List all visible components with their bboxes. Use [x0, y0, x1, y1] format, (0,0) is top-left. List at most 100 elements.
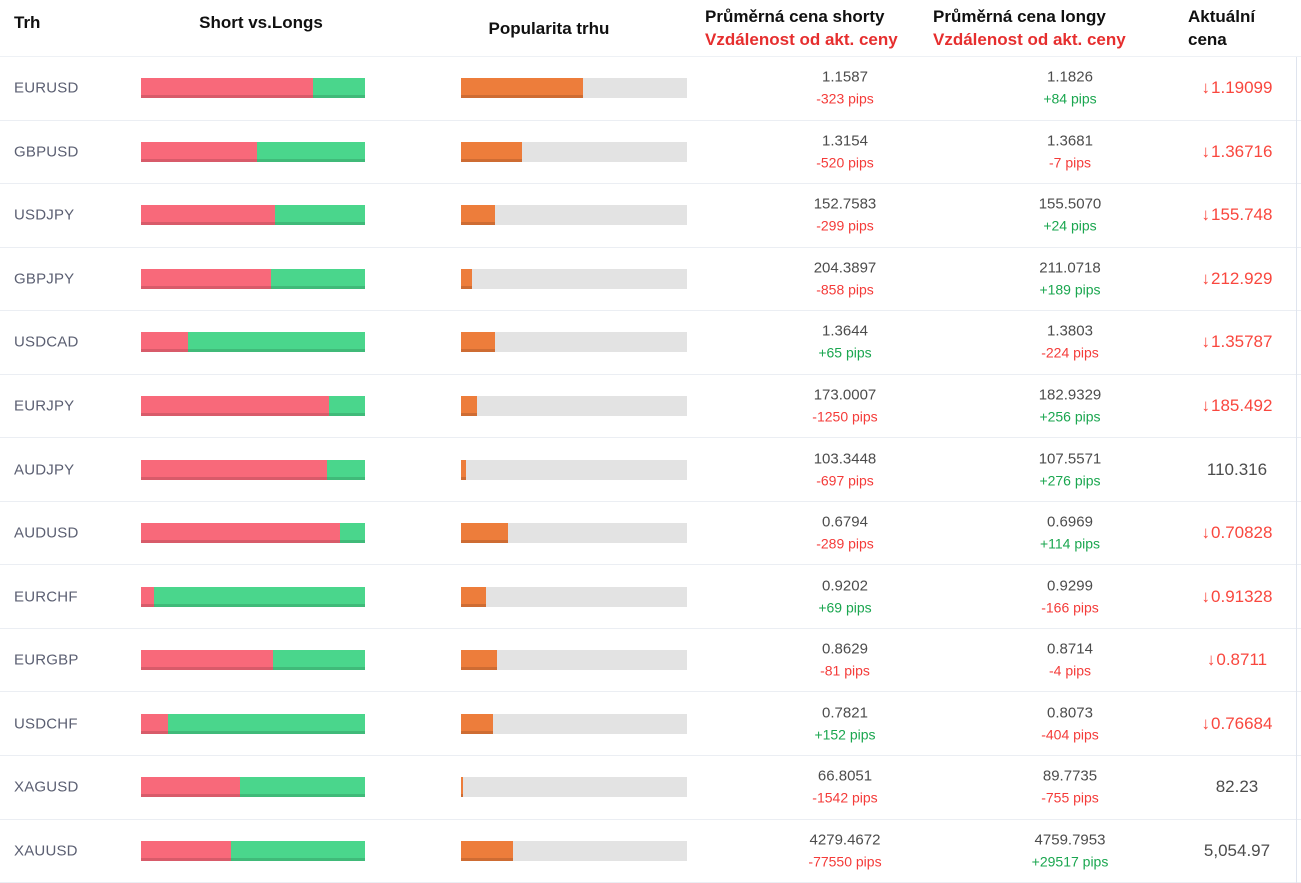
table-header: Trh Short vs.Longs Popularita trhu Průmě…: [0, 0, 1301, 57]
short-distance-pips: +152 pips: [814, 726, 876, 743]
table-row[interactable]: AUDJPY 103.3448 -697 pips 107.5571 +276 …: [0, 438, 1301, 502]
avg-long-price-cell: 107.5571 +276 pips: [930, 448, 1210, 491]
market-label: EURCHF: [14, 588, 78, 606]
short-vs-longs-bar: [141, 332, 365, 353]
longs-segment: [188, 332, 365, 353]
avg-short-price-value: 1.3644: [822, 322, 868, 340]
shorts-segment: [141, 523, 341, 544]
popularity-bar: [461, 78, 687, 99]
popularity-segment: [461, 459, 466, 480]
avg-short-price-cell: 0.6794 -289 pips: [705, 512, 985, 555]
table-row[interactable]: USDCAD 1.3644 +65 pips 1.3803 -224 pips …: [0, 311, 1301, 375]
current-price: ↓0.70828: [1172, 523, 1301, 543]
popularity-segment: [461, 650, 498, 671]
popularity-segment: [461, 268, 473, 289]
long-distance-pips: -224 pips: [1041, 344, 1099, 361]
current-price-value: 1.35787: [1211, 332, 1273, 352]
table-row[interactable]: EURJPY 173.0007 -1250 pips 182.9329 +256…: [0, 375, 1301, 439]
shorts-segment: [141, 840, 231, 861]
current-price-title-line1: Aktuální: [1188, 7, 1256, 26]
longs-segment: [313, 78, 365, 99]
table-row[interactable]: USDCHF 0.7821 +152 pips 0.8073 -404 pips…: [0, 692, 1301, 757]
popularity-segment: [461, 78, 584, 99]
current-price-value: 5,054.97: [1203, 840, 1271, 860]
short-distance-pips: -858 pips: [816, 281, 874, 298]
avg-short-price-cell: 204.3897 -858 pips: [705, 257, 985, 300]
down-arrow-icon: ↓: [1201, 332, 1211, 352]
shorts-segment: [141, 396, 330, 416]
avg-long-price-cell: 1.3803 -224 pips: [930, 321, 1210, 364]
table-row[interactable]: XAUUSD 4279.4672 -77550 pips 4759.7953 +…: [0, 820, 1301, 883]
longs-segment: [270, 268, 365, 289]
popularity-segment: [461, 332, 495, 353]
avg-short-price-value: 0.8629: [822, 640, 868, 658]
popularity-bar: [461, 268, 687, 289]
shorts-segment: [141, 268, 271, 289]
shorts-segment: [141, 332, 189, 353]
shorts-segment: [141, 586, 155, 607]
market-label: GBPJPY: [14, 270, 75, 288]
current-price: ↓1.35787: [1172, 332, 1301, 352]
popularity-segment: [461, 141, 523, 162]
market-label: XAGUSD: [14, 778, 79, 796]
table-row[interactable]: XAGUSD 66.8051 -1542 pips 89.7735 -755 p…: [0, 756, 1301, 820]
table-row[interactable]: GBPJPY 204.3897 -858 pips 211.0718 +189 …: [0, 248, 1301, 312]
market-label: USDCAD: [14, 333, 79, 351]
current-price: 110.316: [1172, 460, 1301, 480]
long-distance-pips: +29517 pips: [1031, 853, 1109, 870]
current-price: ↓1.19099: [1172, 78, 1301, 98]
avg-long-price-value: 155.5070: [1038, 195, 1102, 213]
table-row[interactable]: GBPUSD 1.3154 -520 pips 1.3681 -7 pips ↓…: [0, 121, 1301, 185]
avg-long-price-value: 0.6969: [1047, 513, 1093, 531]
current-price-value: 1.19099: [1211, 78, 1273, 98]
table-row[interactable]: EURUSD 1.1587 -323 pips 1.1826 +84 pips …: [0, 57, 1301, 121]
table-row[interactable]: USDJPY 152.7583 -299 pips 155.5070 +24 p…: [0, 184, 1301, 248]
current-price: 82.23: [1172, 777, 1301, 797]
long-distance-pips: -4 pips: [1048, 662, 1092, 679]
current-price-value: 212.929: [1211, 268, 1273, 288]
shorts-segment: [141, 78, 314, 99]
avg-short-price-cell: 0.7821 +152 pips: [705, 702, 985, 745]
popularity-segment: [461, 840, 513, 861]
table-row[interactable]: AUDUSD 0.6794 -289 pips 0.6969 +114 pips…: [0, 502, 1301, 566]
table-row[interactable]: EURGBP 0.8629 -81 pips 0.8714 -4 pips ↓0…: [0, 629, 1301, 693]
table-row[interactable]: EURCHF 0.9202 +69 pips 0.9299 -166 pips …: [0, 565, 1301, 629]
avg-long-price-title: Průměrná cena longy: [933, 7, 1106, 26]
table-body: EURUSD 1.1587 -323 pips 1.1826 +84 pips …: [0, 57, 1301, 883]
longs-segment: [273, 650, 365, 671]
longs-segment: [329, 396, 365, 416]
column-header-short-vs-longs: Short vs.Longs: [199, 13, 323, 32]
popularity-segment: [461, 396, 477, 416]
avg-short-price-cell: 4279.4672 -77550 pips: [705, 829, 985, 872]
current-price-title-line2: cena: [1188, 30, 1227, 49]
market-label: XAUUSD: [14, 842, 78, 860]
avg-long-price-value: 89.7735: [1042, 767, 1098, 785]
longs-segment: [326, 459, 365, 480]
popularity-bar: [461, 523, 687, 544]
longs-segment: [230, 840, 365, 861]
down-arrow-icon: ↓: [1201, 586, 1211, 606]
avg-short-price-value: 103.3448: [813, 450, 877, 468]
long-distance-pips: +276 pips: [1039, 472, 1101, 489]
short-distance-pips: -1542 pips: [812, 789, 878, 806]
popularity-segment: [461, 713, 493, 734]
longs-segment: [275, 205, 365, 226]
longs-segment: [167, 713, 365, 734]
avg-short-price-value: 204.3897: [813, 259, 877, 277]
avg-short-price-value: 66.8051: [817, 767, 873, 785]
column-header-avg-long-price: Průměrná cena longy Vzdálenost od akt. c…: [933, 5, 1126, 51]
short-vs-longs-bar: [141, 523, 365, 544]
shorts-segment: [141, 713, 168, 734]
column-header-popularity: Popularita trhu: [488, 19, 610, 38]
avg-short-price-value: 152.7583: [813, 195, 877, 213]
current-price: ↓1.36716: [1172, 142, 1301, 162]
long-distance-subtitle: Vzdálenost od akt. ceny: [933, 30, 1126, 49]
avg-short-price-value: 4279.4672: [809, 831, 881, 849]
longs-segment: [257, 141, 365, 162]
short-vs-longs-bar: [141, 268, 365, 289]
avg-short-price-value: 0.9202: [822, 577, 868, 595]
avg-long-price-cell: 1.1826 +84 pips: [930, 67, 1210, 110]
current-price-value: 82.23: [1215, 777, 1259, 797]
long-distance-pips: +256 pips: [1039, 408, 1101, 425]
current-price-value: 110.316: [1206, 459, 1268, 479]
